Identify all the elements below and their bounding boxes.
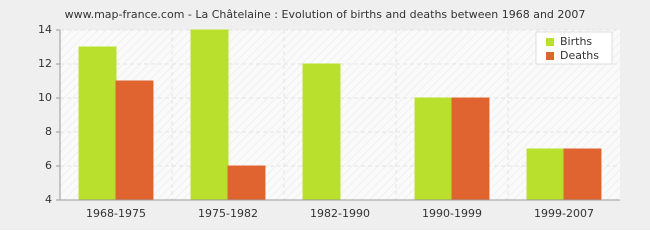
chart: www.map-france.com - La Châtelaine : Evo… [0, 0, 650, 230]
x-tick-label: 1968-1975 [86, 207, 146, 220]
chart-title: www.map-france.com - La Châtelaine : Evo… [65, 8, 586, 21]
bar [451, 97, 490, 201]
y-tick-label: 14 [38, 23, 52, 36]
bar [563, 148, 602, 201]
x-tick-label: 1990-1999 [422, 207, 482, 220]
x-tick-label: 1982-1990 [310, 207, 370, 220]
bar [302, 63, 341, 201]
bar [78, 46, 117, 201]
bar [190, 29, 229, 201]
legend-label: Deaths [560, 49, 599, 62]
legend-label: Births [560, 35, 592, 48]
x-tick-label: 1975-1982 [198, 207, 258, 220]
y-tick-label: 10 [38, 91, 52, 104]
y-tick-label: 12 [38, 57, 52, 70]
bar [526, 148, 565, 201]
y-tick-label: 4 [45, 193, 52, 206]
legend-swatch [546, 52, 554, 60]
legend-swatch [546, 38, 554, 46]
bar [115, 80, 154, 201]
bar [414, 97, 453, 201]
bar [227, 165, 266, 201]
y-tick-label: 6 [45, 159, 52, 172]
x-tick-label: 1999-2007 [534, 207, 594, 220]
y-tick-label: 8 [45, 125, 52, 138]
